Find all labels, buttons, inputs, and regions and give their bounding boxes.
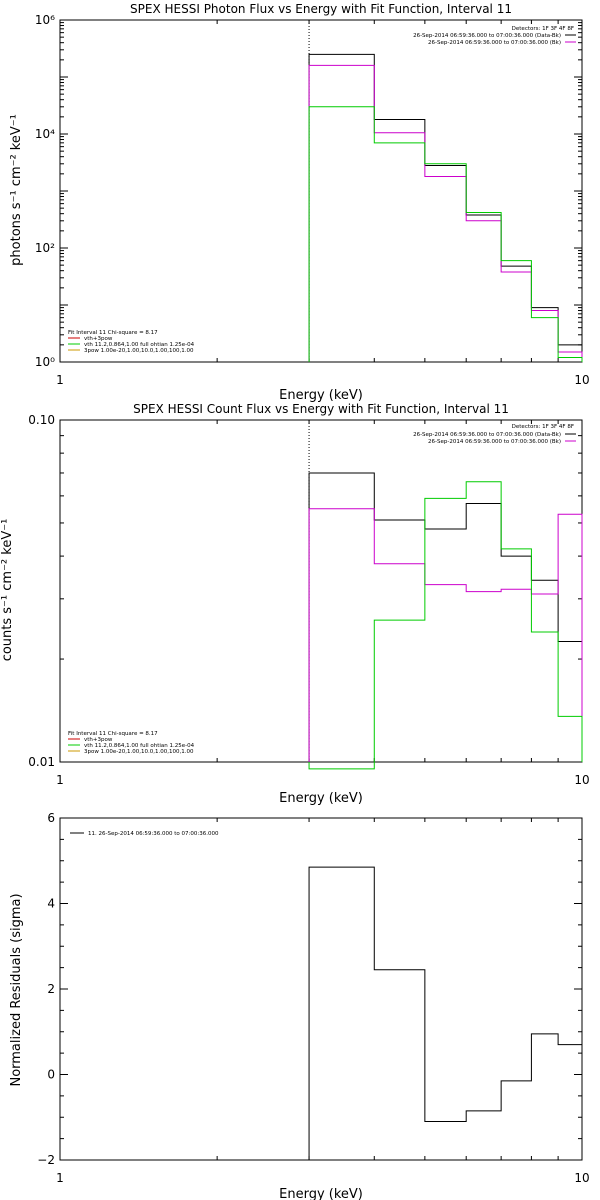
count-flux-ylabel: counts s⁻¹ cm⁻² keV⁻¹	[0, 519, 15, 662]
count-flux-ytick-label-0: 0.01	[28, 755, 55, 769]
count-flux-ytick-label-1: 0.10	[28, 413, 55, 427]
photon-flux-series	[308, 20, 583, 362]
count-flux-series-green	[308, 481, 583, 770]
residuals-xtick-label-0: 1	[56, 1171, 64, 1185]
residuals-ytick-label-4: 6	[47, 811, 55, 825]
count-flux-fit-header: Fit Interval 11 Chi-square = 8.17	[68, 731, 158, 737]
count-flux-legend-entry-bk: 26-Sep-2014 06:59:36.000 to 07:00:36.000…	[428, 439, 561, 445]
photon-flux-legend-entry-data-bk: 26-Sep-2014 06:59:36.000 to 07:00:36.000…	[413, 33, 561, 39]
residuals-legend-entry: 11. 26-Sep-2014 06:59:36.000 to 07:00:36…	[88, 831, 219, 837]
count-flux-ticks: 1 10 0.01 0.10	[28, 413, 589, 787]
count-flux-detector-legend: Detectors: 1F 3F 4F 8F 26-Sep-2014 06:59…	[413, 424, 576, 445]
photon-flux-xlabel: Energy (keV)	[279, 388, 363, 403]
photon-flux-fit-header: Fit Interval 11 Chi-square = 8.17	[68, 330, 158, 336]
photon-flux-fit-legend: Fit Interval 11 Chi-square = 8.17 vth+3p…	[68, 330, 195, 354]
count-flux-series-magenta	[308, 508, 583, 762]
photon-flux-ytick-label-0: 10⁰	[35, 355, 55, 369]
count-flux-fit-entry-3pow: 3pow 1.00e-20,1.00,10.0,1.00,100,1.00	[84, 749, 194, 755]
residuals-panel: Energy (keV) Normalized Residuals (sigma…	[9, 811, 590, 1200]
photon-flux-detector-legend: Detectors: 1F 3F 4F 8F 26-Sep-2014 06:59…	[413, 26, 576, 46]
photon-flux-ytick-label-1: 10²	[35, 241, 55, 255]
residuals-series-black	[308, 866, 583, 1160]
count-flux-series	[308, 420, 583, 770]
residuals-ytick-label-1: 0	[47, 1068, 55, 1082]
count-flux-fit-entry-total: vth+3pow	[84, 737, 113, 743]
photon-flux-detector-header: Detectors: 1F 3F 4F 8F	[512, 26, 574, 32]
residuals-ytick-label-0: −2	[37, 1153, 55, 1167]
photon-flux-ylabel: photons s⁻¹ cm⁻² keV⁻¹	[9, 114, 24, 266]
count-flux-title: SPEX HESSI Count Flux vs Energy with Fit…	[133, 402, 509, 416]
residuals-xlabel: Energy (keV)	[279, 1187, 363, 1200]
residuals-ylabel: Normalized Residuals (sigma)	[9, 893, 24, 1086]
residuals-ytick-label-3: 4	[47, 897, 55, 911]
photon-flux-fit-entry-total: vth+3pow	[84, 336, 113, 342]
count-flux-legend-entry-data-bk: 26-Sep-2014 06:59:36.000 to 07:00:36.000…	[413, 432, 561, 438]
residuals-xtick-label-1: 10	[574, 1171, 589, 1185]
photon-flux-ytick-label-3: 10⁶	[35, 13, 55, 27]
photon-flux-legend-entry-bk: 26-Sep-2014 06:59:36.000 to 07:00:36.000…	[428, 40, 561, 46]
photon-flux-fit-entry-vth: vth 11.2,0.864,1.00 full ohtian 1.25e-04	[84, 342, 195, 348]
count-flux-detector-header: Detectors: 1F 3F 4F 8F	[512, 424, 574, 430]
photon-flux-ticks: 1 10 10⁰ 10² 10⁴ 10⁶	[35, 13, 590, 387]
count-flux-fit-legend: Fit Interval 11 Chi-square = 8.17 vth+3p…	[68, 731, 195, 755]
count-flux-xtick-label-0: 1	[56, 773, 64, 787]
photon-flux-series-green	[308, 106, 583, 362]
photon-flux-xtick-label-0: 1	[56, 373, 64, 387]
residuals-legend: 11. 26-Sep-2014 06:59:36.000 to 07:00:36…	[70, 831, 219, 837]
count-flux-xtick-label-1: 10	[574, 773, 589, 787]
photon-flux-panel: SPEX HESSI Photon Flux vs Energy with Fi…	[9, 2, 590, 403]
count-flux-fit-entry-vth: vth 11.2,0.864,1.00 full ohtian 1.25e-04	[84, 743, 195, 749]
photon-flux-ytick-label-2: 10⁴	[35, 127, 55, 141]
count-flux-series-black	[308, 472, 583, 762]
count-flux-xlabel: Energy (keV)	[279, 791, 363, 806]
residuals-ytick-label-2: 2	[47, 982, 55, 996]
count-flux-panel: SPEX HESSI Count Flux vs Energy with Fit…	[0, 402, 590, 806]
photon-flux-xtick-label-1: 10	[574, 373, 589, 387]
photon-flux-title: SPEX HESSI Photon Flux vs Energy with Fi…	[130, 2, 512, 16]
photon-flux-fit-entry-3pow: 3pow 1.00e-20,1.00,10.0,1.00,100,1.00	[84, 348, 194, 354]
residuals-series	[308, 866, 583, 1160]
